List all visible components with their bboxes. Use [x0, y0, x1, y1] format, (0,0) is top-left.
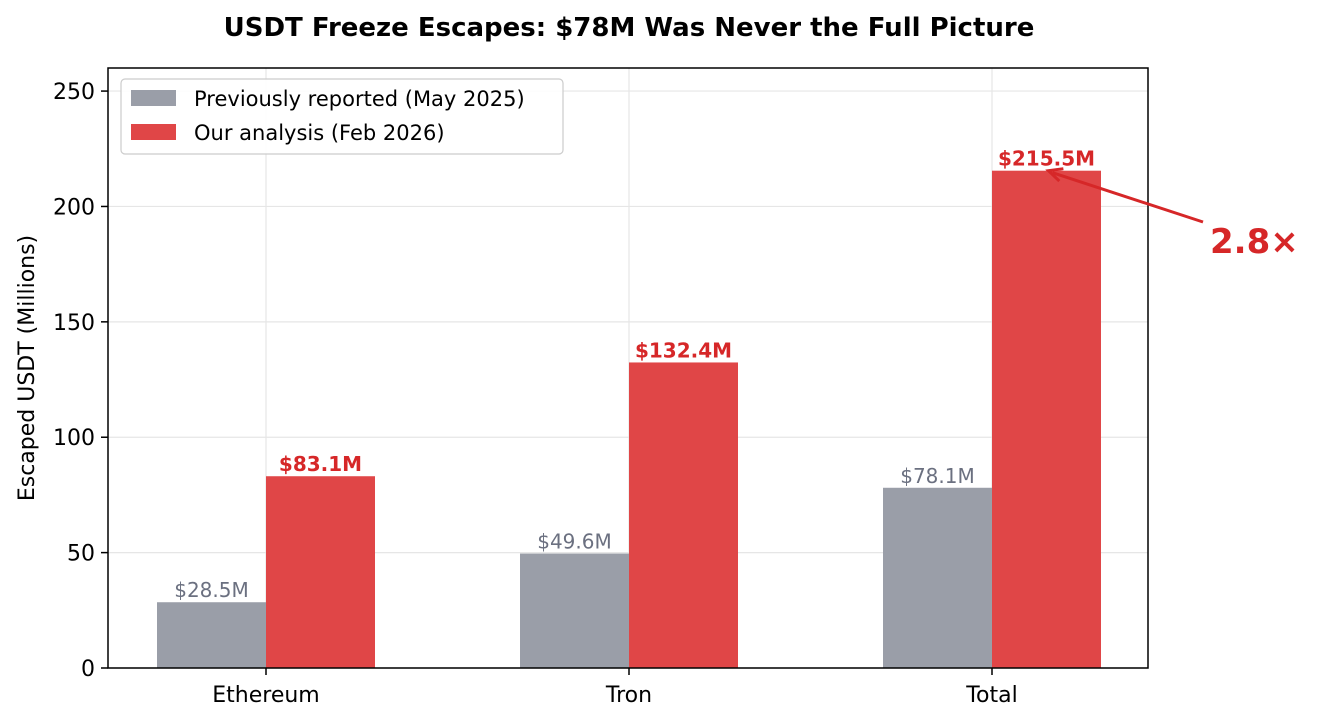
y-tick-label: 200 — [53, 195, 95, 220]
y-tick-label: 50 — [67, 542, 95, 567]
value-label-ours-ethereum: $83.1M — [279, 452, 362, 476]
legend-swatch-1 — [131, 124, 176, 140]
chart-title: USDT Freeze Escapes: $78M Was Never the … — [224, 13, 1035, 43]
legend-label-0: Previously reported (May 2025) — [194, 87, 525, 111]
bar-layer: $28.5M $49.6M $78.1M $83.1M $132.4M $215.5M — [157, 147, 1101, 668]
annotation-multiplier: 2.8× — [1210, 222, 1299, 262]
value-label-ours-tron: $132.4M — [635, 338, 732, 362]
x-tick-label-tron: Tron — [605, 683, 652, 708]
value-label-ours-total: $215.5M — [998, 147, 1095, 171]
bar-previous-total — [883, 487, 992, 668]
bar-previous-tron — [520, 553, 629, 668]
bar-ours-ethereum — [266, 476, 375, 668]
value-label-previous-ethereum: $28.5M — [174, 578, 249, 602]
y-axis-label: Escaped USDT (Millions) — [15, 235, 40, 501]
x-tick-label-ethereum: Ethereum — [212, 683, 319, 708]
legend: Previously reported (May 2025) Our analys… — [120, 78, 564, 155]
annotation-layer: 2.8× — [1045, 167, 1299, 262]
plot-frame — [107, 67, 1149, 669]
annotation-arrow-line — [1052, 171, 1204, 224]
legend-swatch-0 — [131, 90, 176, 106]
value-label-previous-tron: $49.6M — [537, 530, 612, 554]
x-tick-label-total: Total — [965, 683, 1017, 708]
y-tick-label: 150 — [53, 311, 95, 336]
tick-layer: 0 50 100 150 200 250 Ethereum Tron Total — [53, 80, 1018, 708]
y-tick-label: 250 — [53, 80, 95, 105]
legend-box — [120, 78, 564, 155]
bar-ours-tron — [629, 362, 738, 668]
value-label-previous-total: $78.1M — [900, 464, 975, 488]
annotation-arrow-head — [1045, 167, 1064, 183]
y-tick-label: 100 — [53, 426, 95, 451]
y-tick-label: 0 — [81, 657, 95, 682]
legend-label-1: Our analysis (Feb 2026) — [194, 121, 445, 145]
bar-previous-ethereum — [157, 602, 266, 668]
bar-ours-total — [992, 170, 1101, 668]
